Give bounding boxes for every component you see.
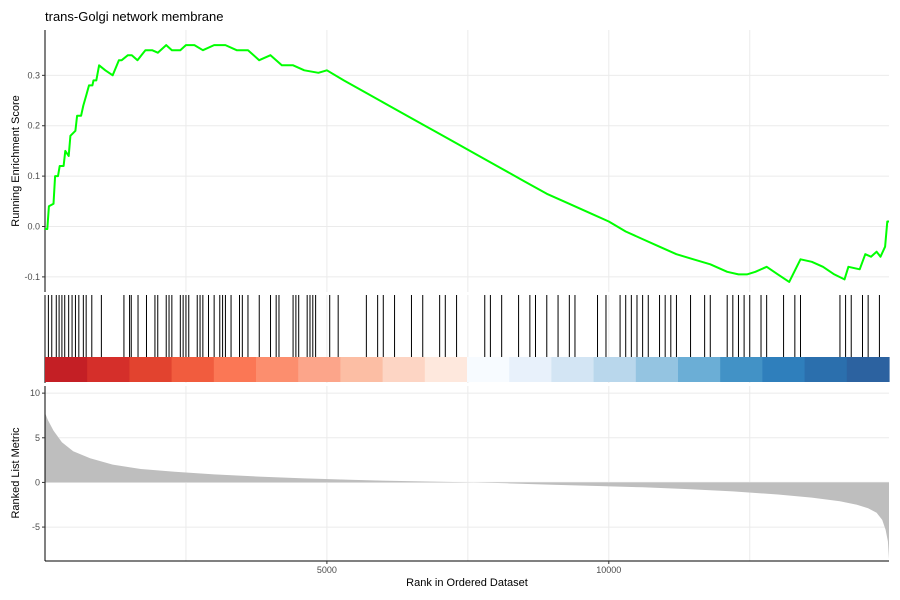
rank-band-segment [382, 357, 426, 382]
x-axis-ticks: 5000 10000 [317, 561, 621, 575]
rank-band-segment [129, 357, 173, 382]
ranked-metric-panel: -5 0 5 10 5000 10000 Ranked List Metric Rank… [10, 386, 889, 589]
rank-band-segment [678, 357, 721, 382]
ranked-list-metric-area [45, 412, 889, 560]
running-score-gridlines [45, 30, 889, 292]
x-tick-label: 5000 [317, 565, 337, 575]
y-tick-label: 10 [30, 388, 40, 398]
x-tick-label: 10000 [596, 565, 621, 575]
rank-band-segment [762, 357, 806, 382]
chart-title: trans-Golgi network membrane [45, 9, 223, 24]
rank-band-segment [593, 357, 637, 382]
rank-band-segment [424, 357, 468, 382]
rank-band-segment [635, 357, 679, 382]
y-tick-label: 0 [35, 477, 40, 487]
rank-band-segment [171, 357, 215, 382]
gene-hit-markers [44, 295, 880, 357]
rank-band-segment [551, 357, 595, 382]
rank-band-segment [298, 357, 341, 382]
x-axis-title: Rank in Ordered Dataset [406, 577, 528, 589]
y-tick-label: -5 [32, 522, 40, 532]
y-tick-label: -0.1 [24, 272, 40, 282]
y-tick-label: 0.1 [27, 171, 40, 181]
running-score-panel: -0.1 0.0 0.1 0.2 0.3 Running Enrichment Scor… [10, 30, 889, 292]
y-tick-label: 0.2 [27, 121, 40, 131]
y-tick-label: 5 [35, 433, 40, 443]
ranked-metric-y-ticks: -5 0 5 10 [30, 388, 45, 532]
y-tick-label: 0.0 [27, 222, 40, 232]
rank-band-segment [846, 357, 890, 382]
rank-band-segment [87, 357, 130, 382]
running-score-y-axis-title: Running Enrichment Score [10, 95, 22, 226]
rank-band-segment [213, 357, 257, 382]
hits-panel [44, 295, 890, 383]
rank-band-segment [804, 357, 848, 382]
rank-band-segment [509, 357, 552, 382]
rank-band-segment [467, 357, 510, 382]
ranked-metric-y-axis-title: Ranked List Metric [10, 427, 22, 519]
rank-band-segment [256, 357, 299, 382]
rank-band-segment [720, 357, 763, 382]
y-tick-label: 0.3 [27, 70, 40, 80]
rank-color-band [45, 357, 890, 382]
running-score-y-ticks: -0.1 0.0 0.1 0.2 0.3 [24, 70, 45, 282]
running-enrichment-score-line [45, 44, 889, 283]
rank-band-segment [340, 357, 384, 382]
rank-band-segment [45, 357, 88, 382]
